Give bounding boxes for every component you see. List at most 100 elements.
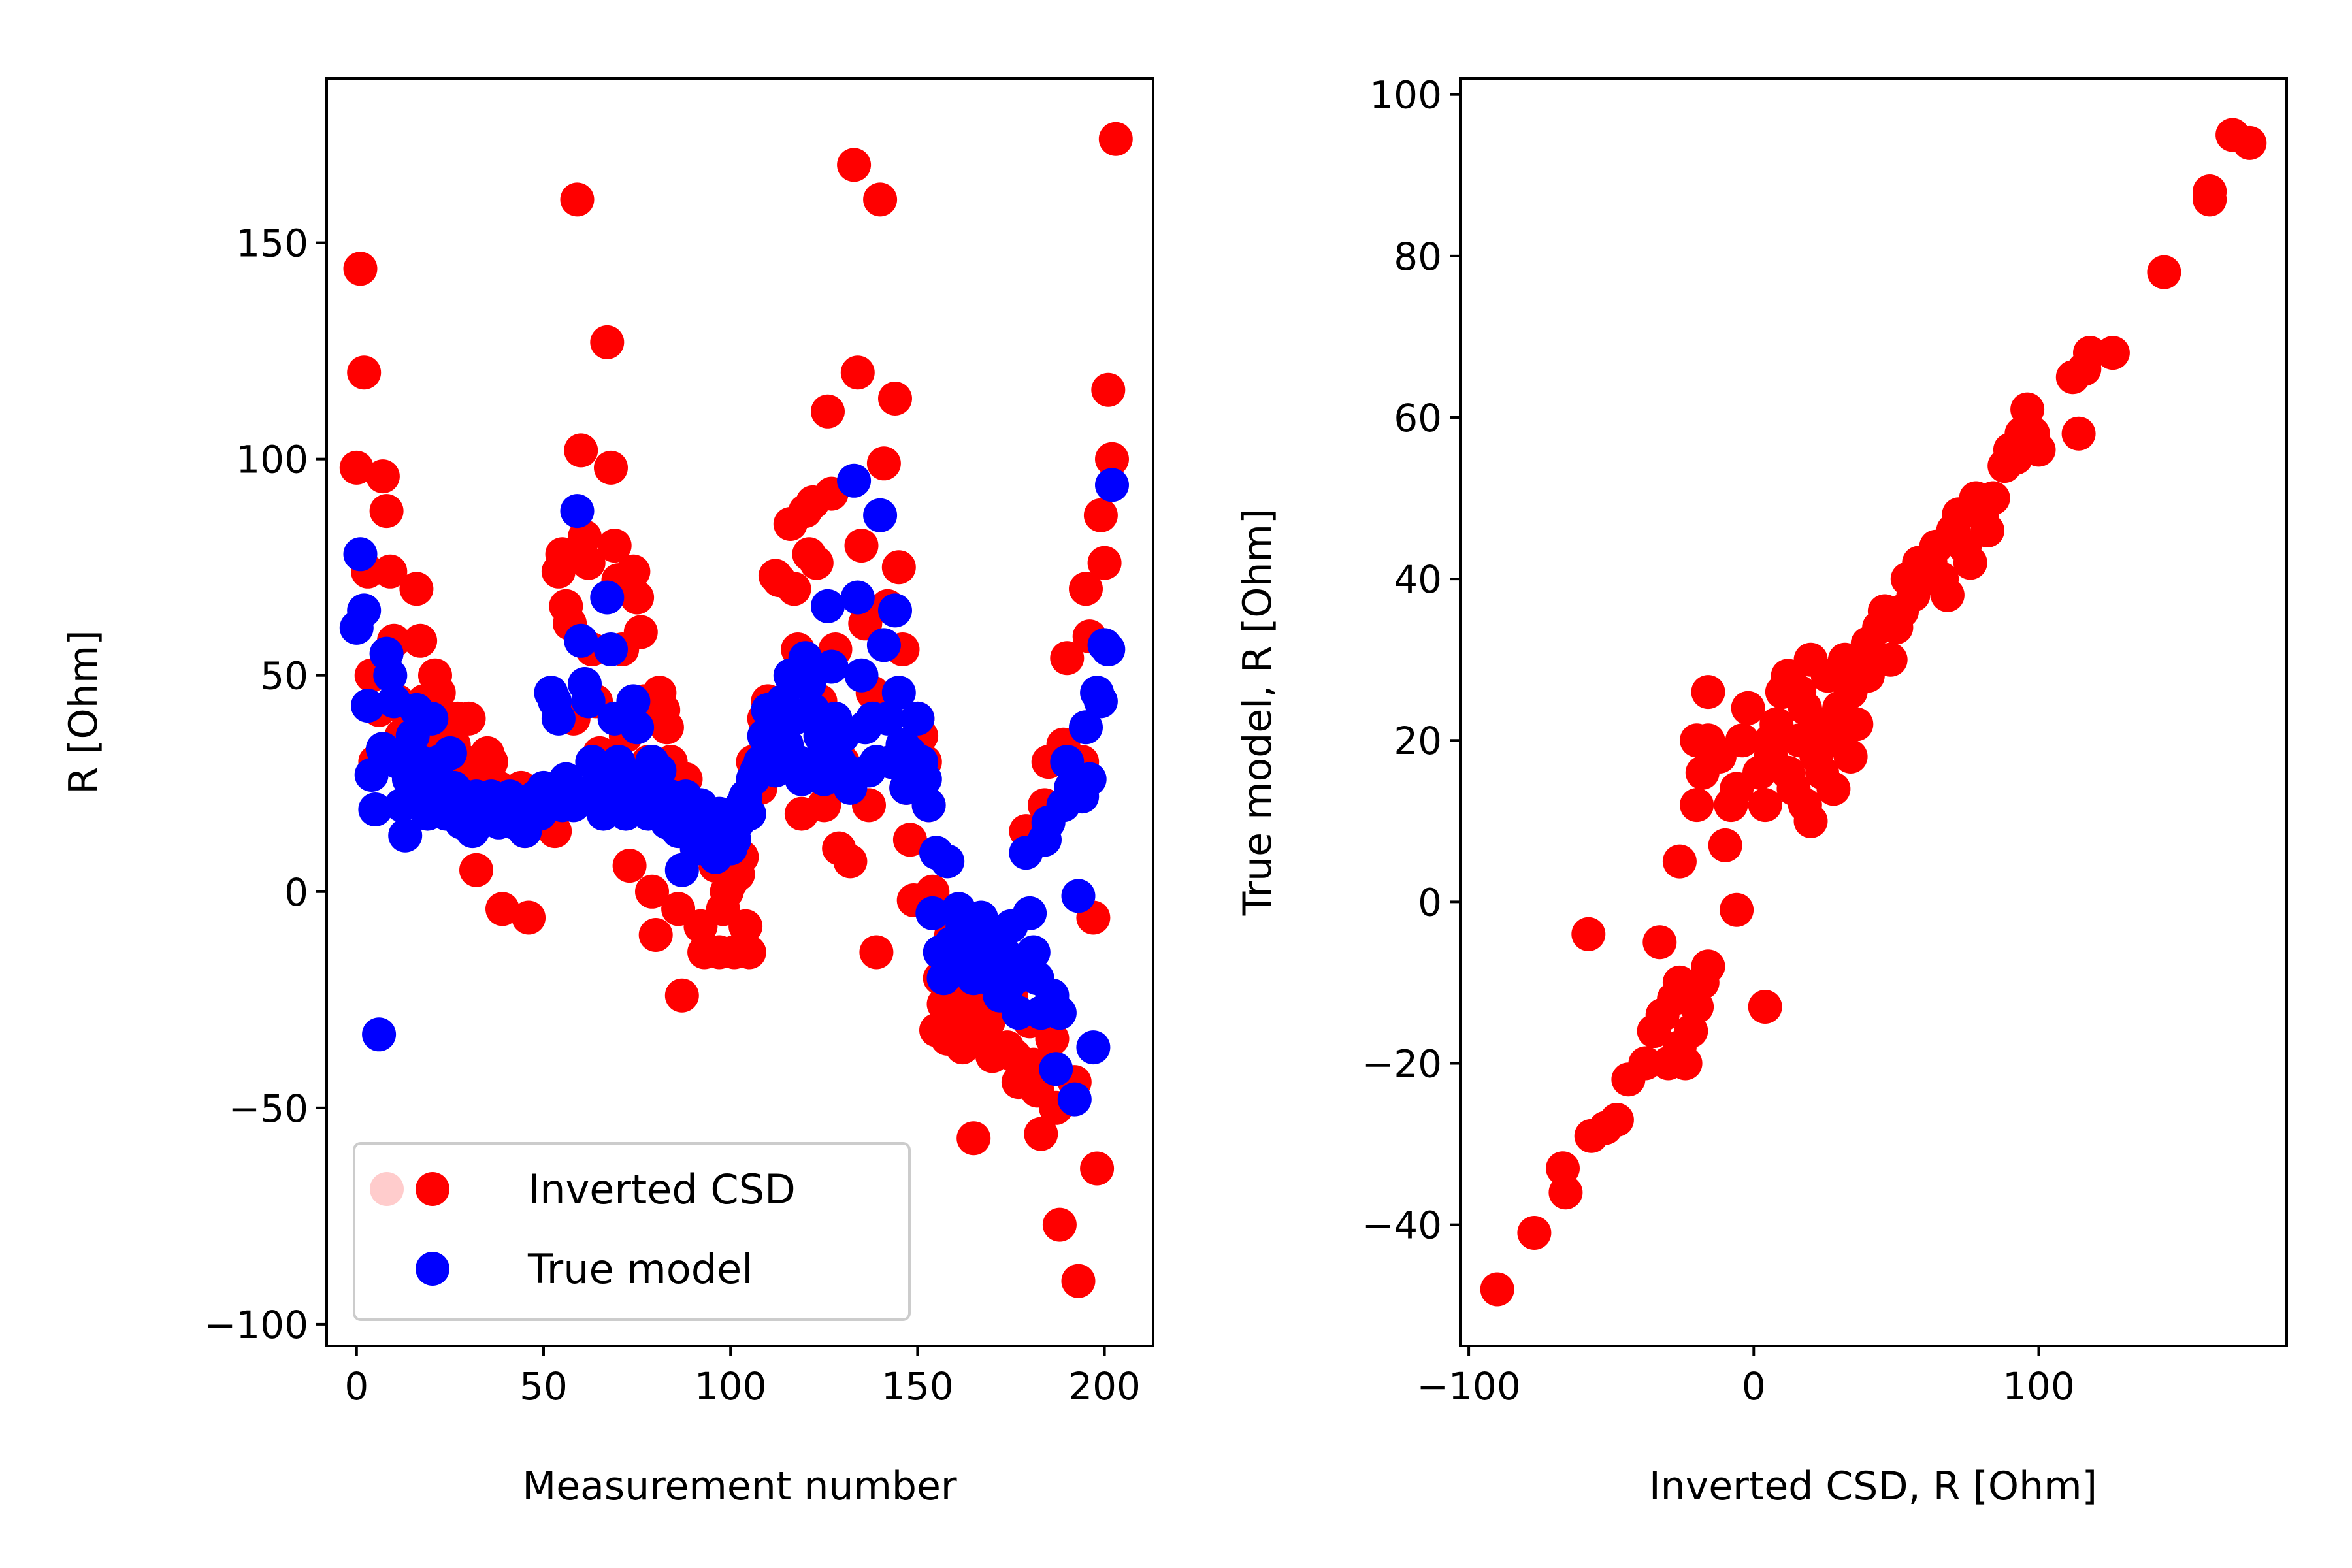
measurement-series-0-point-32 xyxy=(459,853,493,887)
correlation-y-tick-label-5: 60 xyxy=(1394,396,1442,440)
measurement-series-0-point-8 xyxy=(369,494,404,529)
legend: Inverted CSD True model xyxy=(353,1142,911,1321)
correlation-series-0-point-19 xyxy=(1662,965,1697,1000)
measurement-series-0-point-126 xyxy=(811,394,845,429)
measurement-y-tick-label-0: −100 xyxy=(204,1303,308,1347)
measurement-series-0-point-195 xyxy=(1069,572,1103,606)
measurement-series-0-point-140 xyxy=(863,182,898,217)
correlation-series-0-point-30 xyxy=(1708,828,1742,862)
measurement-series-1-point-6 xyxy=(362,1017,397,1052)
correlation-series-0-point-75 xyxy=(1976,481,2010,515)
measurement-series-1-point-67 xyxy=(590,580,625,615)
measurement-series-1-point-144 xyxy=(878,593,912,628)
measurement-series-1-point-195 xyxy=(1069,710,1103,745)
measurement-scatter-chart: 0 50 100 150 200 −100 −50 0 50 100 150 Measuremen… xyxy=(61,77,1154,1509)
measurement-series-0-point-105 xyxy=(732,935,766,970)
measurement-series-1-point-141 xyxy=(866,628,901,662)
measurement-series-0-point-201 xyxy=(1091,372,1126,407)
measurement-series-0-point-134 xyxy=(840,355,875,390)
measurement-series-1-point-133 xyxy=(837,463,872,498)
measurement-x-tick-label-2: 100 xyxy=(694,1364,767,1409)
measurement-series-1-point-197 xyxy=(1076,1030,1111,1065)
measurement-series-0-point-117 xyxy=(777,572,811,606)
measurement-series-1-point-81 xyxy=(642,753,677,788)
correlation-series-0-point-3 xyxy=(1546,1151,1580,1186)
measurement-series-1-point-54 xyxy=(541,701,576,736)
measurement-series-0-point-30 xyxy=(451,701,486,736)
correlation-series-0-point-102 xyxy=(1793,642,1828,677)
correlation-series-0-point-25 xyxy=(1680,788,1714,823)
measurement-series-0-point-165 xyxy=(956,1121,991,1156)
measurement-series-1-point-201 xyxy=(1091,632,1126,666)
measurement-y-tick-label-1: −50 xyxy=(229,1086,308,1131)
measurement-series-0-point-2 xyxy=(347,355,382,390)
measurement-series-1-point-135 xyxy=(844,658,879,693)
measurement-series-0-point-75 xyxy=(620,580,655,615)
measurement-y-tick-label-5: 150 xyxy=(236,221,308,266)
correlation-series-0-point-23 xyxy=(1720,892,1754,927)
measurement-y-axis-ticks: −100 −50 0 50 100 150 xyxy=(204,221,327,1347)
correlation-scatter-points xyxy=(1480,118,2267,1307)
correlation-y-axis-ticks: −40 −20 0 20 40 60 80 100 xyxy=(1362,73,1460,1248)
measurement-series-1-point-145 xyxy=(881,676,916,710)
measurement-series-0-point-148 xyxy=(892,823,927,857)
measurement-series-0-point-132 xyxy=(833,844,868,879)
correlation-x-tick-label-1: 0 xyxy=(1742,1364,1766,1409)
measurement-series-1-point-150 xyxy=(900,701,935,736)
measurement-x-tick-label-1: 50 xyxy=(519,1364,568,1409)
correlation-y-axis-label: True model, R [Ohm] xyxy=(1235,509,1281,917)
correlation-y-tick-label-7: 100 xyxy=(1369,73,1442,118)
measurement-series-1-point-152 xyxy=(907,762,942,796)
correlation-series-0-point-18 xyxy=(1680,990,1714,1024)
measurement-series-0-point-190 xyxy=(1050,641,1085,676)
legend-marker-inverted-csd-faded xyxy=(370,1172,404,1206)
measurement-series-1-point-68 xyxy=(594,632,628,666)
measurement-series-0-point-144 xyxy=(878,382,912,416)
measurement-series-0-point-68 xyxy=(594,450,628,485)
measurement-series-1-point-60 xyxy=(564,623,598,658)
measurement-series-0-point-0 xyxy=(339,450,374,485)
legend-marker-inverted-csd xyxy=(416,1172,449,1206)
measurement-series-1-point-2 xyxy=(347,593,382,628)
measurement-series-0-point-198 xyxy=(1080,1151,1115,1186)
measurement-series-0-point-200 xyxy=(1087,546,1122,580)
correlation-x-axis-label: Inverted CSD, R [Ohm] xyxy=(1649,1463,2097,1509)
measurement-series-0-point-76 xyxy=(623,615,658,649)
measurement-scatter-points xyxy=(339,122,1133,1298)
correlation-series-0-point-88 xyxy=(2147,255,2181,289)
measurement-series-0-point-141 xyxy=(866,446,901,481)
correlation-series-0-point-32 xyxy=(1725,723,1759,758)
measurement-series-1-point-187 xyxy=(1039,1052,1073,1086)
measurement-series-1-point-126 xyxy=(811,589,845,623)
measurement-series-0-point-46 xyxy=(512,900,546,935)
measurement-x-tick-label-3: 150 xyxy=(881,1364,954,1409)
measurement-series-1-point-180 xyxy=(1013,896,1047,930)
correlation-series-0-point-1 xyxy=(1517,1216,1552,1250)
measurement-series-0-point-188 xyxy=(1042,1207,1077,1242)
measurement-series-0-point-17 xyxy=(403,623,438,658)
correlation-y-tick-label-4: 40 xyxy=(1394,557,1442,602)
measurement-series-0-point-87 xyxy=(664,978,699,1013)
measurement-series-1-point-3 xyxy=(351,689,385,723)
measurement-series-0-point-79 xyxy=(635,874,669,909)
correlation-series-0-point-33 xyxy=(1731,691,1765,725)
measurement-series-1-point-192 xyxy=(1057,1082,1092,1117)
measurement-series-0-point-125 xyxy=(807,788,841,823)
measurement-series-1-point-105 xyxy=(732,796,766,831)
correlation-series-0-point-103 xyxy=(1822,723,1857,758)
measurement-x-axis-label: Measurement number xyxy=(522,1463,956,1509)
correlation-series-0-point-100 xyxy=(1850,659,1885,693)
correlation-series-0-point-95 xyxy=(1754,723,1788,758)
correlation-series-0-point-87 xyxy=(2061,416,2096,451)
correlation-series-0-point-12 xyxy=(1668,1046,1703,1081)
measurement-series-1-point-62 xyxy=(571,684,606,719)
correlation-series-0-point-97 xyxy=(1782,675,1817,710)
correlation-series-0-point-67 xyxy=(1930,578,1965,612)
legend-frame xyxy=(353,1142,911,1321)
measurement-series-1-point-188 xyxy=(1042,996,1077,1030)
measurement-series-0-point-73 xyxy=(612,849,647,883)
measurement-series-1-point-127 xyxy=(814,649,849,684)
measurement-series-0-point-60 xyxy=(564,433,598,468)
correlation-y-tick-label-1: −20 xyxy=(1362,1042,1442,1086)
measurement-series-1-point-20 xyxy=(414,701,449,736)
